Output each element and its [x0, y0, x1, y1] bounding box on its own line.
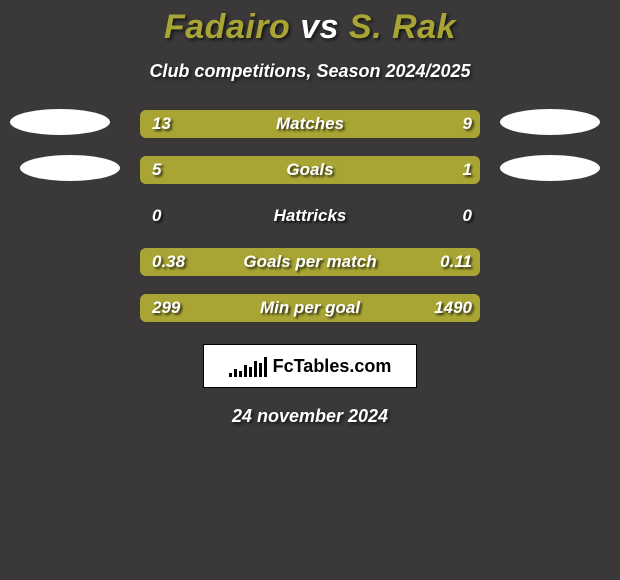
logo-bar — [264, 357, 267, 377]
logo-bar — [244, 365, 247, 377]
logo-text: FcTables.com — [273, 356, 392, 377]
logo-bar — [234, 369, 237, 377]
logo-bar — [254, 361, 257, 377]
title-vs: vs — [300, 8, 339, 46]
logo-bar — [239, 371, 242, 377]
title-player1: Fadairo — [164, 8, 290, 46]
stats-rows: 139Matches 51Goals 00Hattricks 0.380.11Goal… — [0, 110, 620, 322]
logo-bars-icon — [229, 355, 267, 377]
stat-label: Goals per match — [0, 248, 620, 276]
stat-row: 00Hattricks — [0, 202, 620, 230]
footer-date: 24 november 2024 — [0, 406, 620, 427]
stat-row: 139Matches — [0, 110, 620, 138]
logo-bar — [229, 373, 232, 377]
player-ellipse-right — [500, 155, 600, 181]
player-ellipse-left — [10, 109, 110, 135]
subtitle: Club competitions, Season 2024/2025 — [0, 61, 620, 82]
stat-label: Min per goal — [0, 294, 620, 322]
stat-row: 0.380.11Goals per match — [0, 248, 620, 276]
page-title: Fadairo vs S. Rak — [0, 8, 620, 47]
comparison-infographic: Fadairo vs S. Rak Club competitions, Sea… — [0, 0, 620, 427]
title-player2: S. Rak — [349, 8, 456, 46]
stat-label: Hattricks — [0, 202, 620, 230]
stat-row: 51Goals — [0, 156, 620, 184]
logo-bar — [249, 367, 252, 377]
player-ellipse-left — [20, 155, 120, 181]
stat-row: 2991490Min per goal — [0, 294, 620, 322]
player-ellipse-right — [500, 109, 600, 135]
logo-bar — [259, 363, 262, 377]
fctables-logo[interactable]: FcTables.com — [203, 344, 417, 388]
